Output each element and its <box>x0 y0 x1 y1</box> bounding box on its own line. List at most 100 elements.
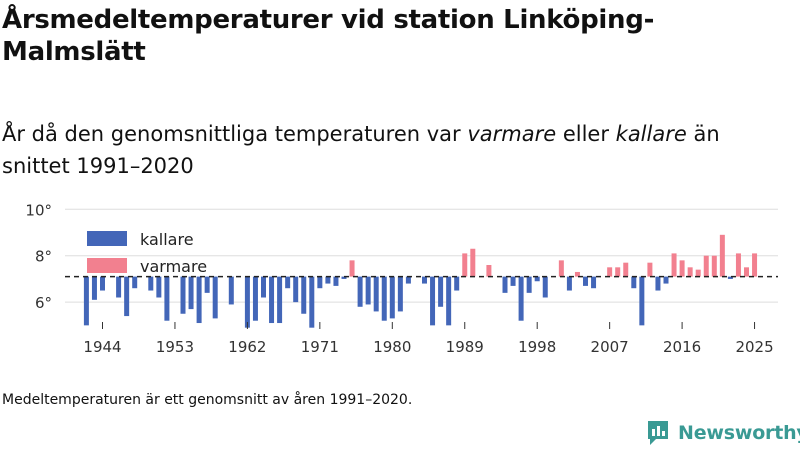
x-tick-label: 1962 <box>228 338 266 356</box>
bar-colder <box>124 276 130 317</box>
bar-colder <box>204 276 210 293</box>
legend: kallare varmare <box>87 230 207 276</box>
bar-colder <box>285 276 291 289</box>
x-tick-label: 2016 <box>663 338 701 356</box>
bar-colder <box>405 276 411 284</box>
subtitle-part2: eller <box>556 122 616 146</box>
bar-warmer <box>687 267 693 277</box>
bar-colder <box>309 276 315 328</box>
bar-warmer <box>719 234 725 277</box>
bar-colder <box>373 276 379 312</box>
bar-colder <box>655 276 661 291</box>
bar-colder <box>228 276 234 305</box>
x-tick-label: 1944 <box>83 338 121 356</box>
bar-colder <box>381 276 387 321</box>
bar-colder <box>534 276 540 282</box>
legend-label-colder: kallare <box>140 230 194 249</box>
bar-colder <box>518 276 524 321</box>
bar-colder <box>357 276 363 307</box>
bar-colder <box>83 276 89 326</box>
bar-warmer <box>679 260 685 277</box>
bar-colder <box>566 276 572 291</box>
bar-colder <box>663 276 669 284</box>
bar-warmer <box>744 267 749 277</box>
bar-colder <box>502 276 508 293</box>
gridlines <box>65 208 778 303</box>
bar-colder <box>91 276 97 300</box>
bar-colder <box>100 276 105 291</box>
bar-warmer <box>695 269 701 277</box>
bar-warmer <box>623 262 629 277</box>
subtitle-part1: År då den genomsnittliga temperaturen va… <box>2 122 468 146</box>
bar-warmer <box>486 265 492 277</box>
bar-colder <box>454 276 460 291</box>
y-axis-labels: 6° 8° 10° <box>25 201 52 312</box>
bar-warmer <box>470 248 476 277</box>
bar-colder <box>438 276 444 307</box>
bar-colder <box>422 276 427 284</box>
bar-colder <box>180 276 186 314</box>
bar-colder <box>293 276 299 303</box>
bar-colder <box>252 276 258 321</box>
bar-colder <box>212 276 218 319</box>
y-tick-label: 10° <box>25 201 52 219</box>
x-axis: 1944 1953 1962 1971 1980 1989 1998 2007 2016 2025 <box>83 322 774 356</box>
footnote: Medeltemperaturen är ett genomsnitt av å… <box>2 392 413 408</box>
bar-colder <box>148 276 154 291</box>
brand-name: Newsworthy <box>678 422 800 444</box>
bar-warmer <box>671 253 677 277</box>
legend-swatch-colder <box>87 231 127 246</box>
subtitle-warm-word: varmare <box>467 122 557 146</box>
bar-colder <box>446 276 452 326</box>
bar-colder <box>325 276 331 284</box>
bar-colder <box>631 276 637 289</box>
bar-colder <box>277 276 283 324</box>
bar-warmer <box>574 271 580 277</box>
bar-colder <box>365 276 371 305</box>
subtitle-part3: än snittet 1991–2020 <box>2 122 720 178</box>
x-tick-label: 1980 <box>373 338 411 356</box>
brand-logo: Newsworthy <box>646 418 800 448</box>
y-tick-label: 8° <box>35 248 52 266</box>
bar-colder <box>727 276 733 279</box>
bar-colder <box>301 276 307 314</box>
temperature-bar-chart: 6° 8° 10° 1944 1953 1962 1971 1980 1989 1998 2007… <box>25 201 778 356</box>
bar-colder <box>164 276 170 321</box>
bar-colder <box>591 276 597 289</box>
bar-warmer <box>349 260 355 277</box>
bar-colder <box>188 276 194 310</box>
bar-warmer <box>703 255 709 277</box>
subtitle-cold-word: kallare <box>615 122 687 146</box>
bar-colder <box>317 276 323 289</box>
bar-colder <box>639 276 645 326</box>
chart-title: Årsmedeltemperaturer vid station Linköpi… <box>2 5 655 67</box>
bar-colder <box>333 276 339 286</box>
bar-colder <box>244 276 250 328</box>
bar-warmer <box>462 253 468 277</box>
x-tick-label: 2007 <box>591 338 629 356</box>
bar-warmer <box>752 253 758 277</box>
bar-colder <box>510 276 516 286</box>
bar-colder <box>261 276 266 298</box>
x-tick-label: 2025 <box>735 338 773 356</box>
bar-colder <box>132 276 138 289</box>
bar-chart-logo-icon <box>648 421 668 445</box>
chart-subtitle: År då den genomsnittliga temperaturen va… <box>2 118 782 182</box>
x-tick-label: 1953 <box>156 338 194 356</box>
bar-colder <box>196 276 202 324</box>
bar-colder <box>583 276 588 286</box>
bar-colder <box>269 276 275 324</box>
x-tick-label: 1998 <box>518 338 556 356</box>
bars <box>83 234 758 328</box>
x-tick-label: 1989 <box>446 338 484 356</box>
bar-warmer <box>711 255 717 277</box>
bar-colder <box>389 276 395 319</box>
bar-colder <box>397 276 403 312</box>
bar-warmer <box>735 253 741 277</box>
x-tick-label: 1971 <box>301 338 339 356</box>
bar-warmer <box>607 267 613 277</box>
bar-colder <box>116 276 122 298</box>
bar-colder <box>156 276 162 298</box>
y-tick-label: 6° <box>35 294 52 312</box>
bar-warmer <box>615 267 621 277</box>
